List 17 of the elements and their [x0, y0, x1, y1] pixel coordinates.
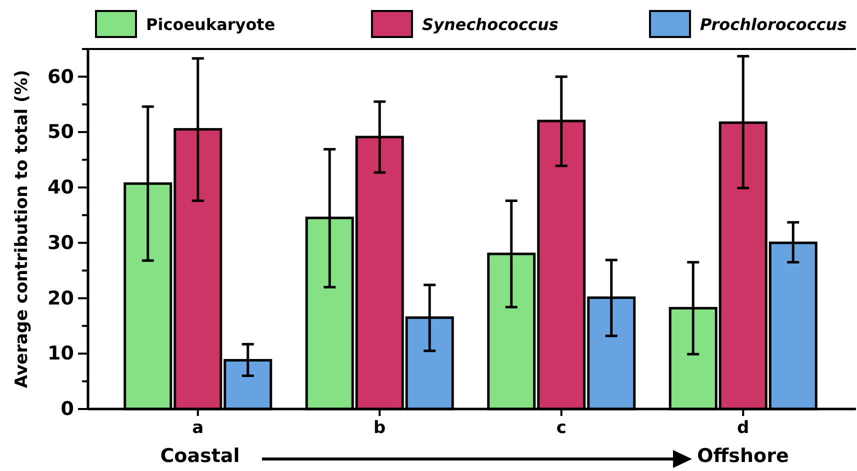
- y-tick-label: 0: [60, 398, 74, 420]
- y-tick-label: 60: [48, 66, 74, 88]
- x-tick-label: c: [556, 418, 566, 438]
- legend-label: Synechococcus: [422, 15, 558, 34]
- x-tick-label: b: [374, 418, 386, 438]
- y-tick-label: 40: [48, 176, 74, 199]
- text: Coastal: [160, 445, 240, 467]
- y-tick-label: 20: [48, 287, 74, 310]
- legend-label: Picoeukaryote: [146, 15, 276, 34]
- x-tick-label: d: [737, 418, 750, 438]
- legend-label: Prochlorococcus: [700, 15, 847, 34]
- text: Offshore: [697, 445, 789, 467]
- y-tick-label: 10: [48, 342, 74, 365]
- y-tick-label: 50: [48, 121, 74, 144]
- y-axis-title: Average contribution to total (%): [12, 70, 32, 388]
- x-tick-label: a: [192, 418, 204, 438]
- y-tick-label: 30: [48, 232, 74, 254]
